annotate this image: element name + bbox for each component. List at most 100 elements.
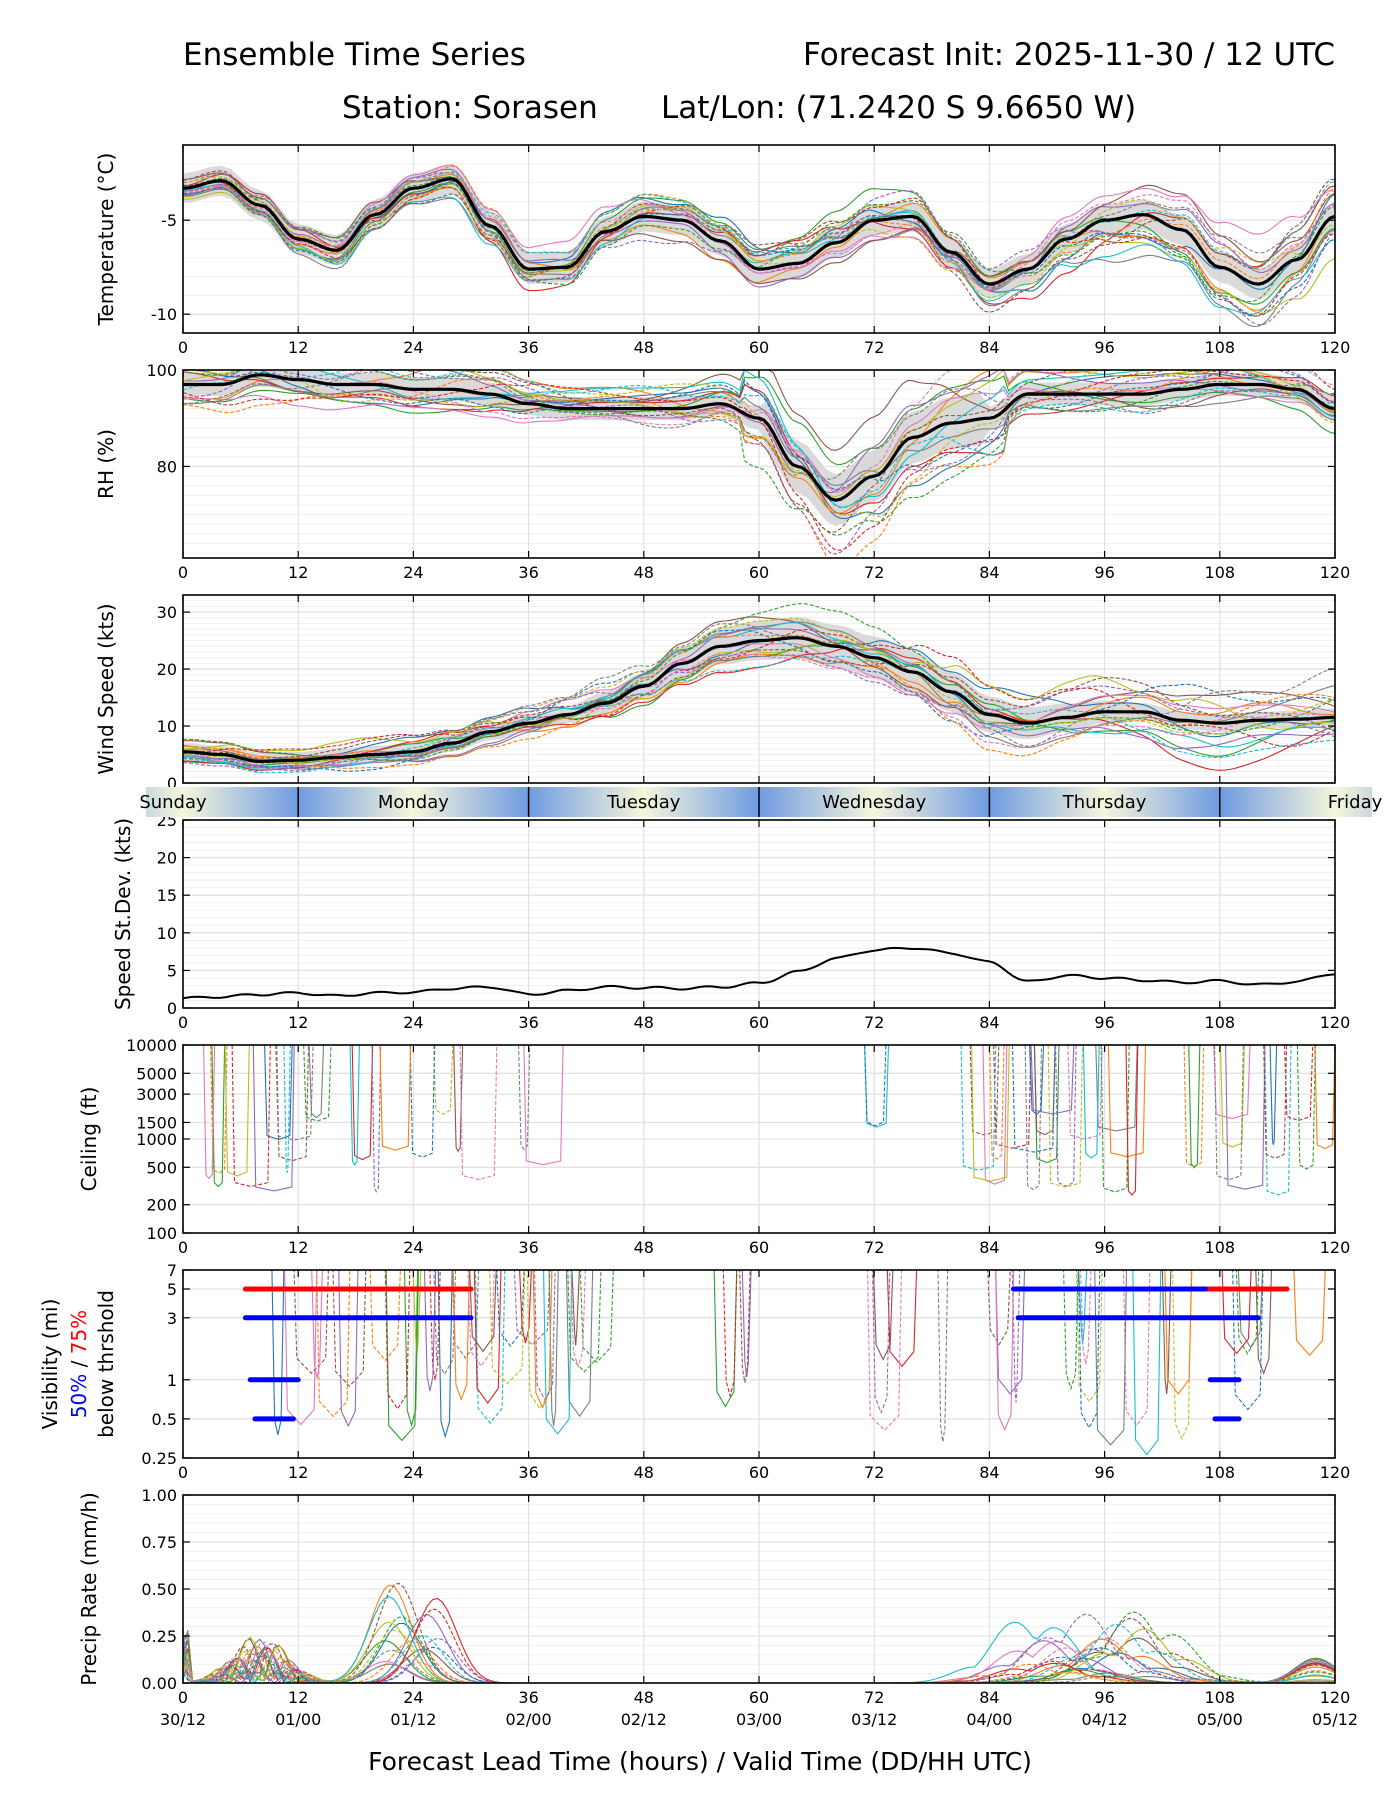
visibility-member-line (548, 1270, 559, 1426)
ensemble-member-line (183, 370, 1335, 520)
visibility-member-line (866, 1270, 903, 1432)
x-tick-label: 12 (288, 1238, 308, 1257)
x-tick-label: 72 (864, 1688, 884, 1707)
x-tick-label: 0 (178, 338, 188, 357)
ensemble-member-line (183, 371, 1335, 480)
x-tick-label: 72 (864, 338, 884, 357)
x-tick-label: 108 (1205, 338, 1236, 357)
precip-member-line (183, 1622, 1335, 1683)
x-tick-label: 24 (403, 1238, 423, 1257)
y-tick-label: 20 (157, 660, 177, 679)
visibility-member-line (1011, 1270, 1021, 1403)
visibility-member-line (526, 1270, 553, 1410)
day-label: Tuesday (606, 792, 681, 813)
ceiling-member-line (371, 1045, 382, 1193)
x-tick-label: 84 (979, 1013, 999, 1032)
day-cell (989, 787, 1220, 817)
x-tick-label: 48 (634, 1688, 654, 1707)
x-tick-label: 60 (749, 1688, 769, 1707)
x-tick-label: 0 (178, 1238, 188, 1257)
visibility-member-line (1237, 1270, 1264, 1349)
ceiling-member-line (283, 1045, 291, 1173)
precip-member-line (183, 1584, 1335, 1683)
ceiling-member-line (1264, 1045, 1292, 1196)
series-group (242, 1270, 1326, 1456)
panel-temperature: -5 -100 12 24 36 48 60 72 84 96 108 120 Temperature … (94, 144, 1350, 357)
pct-75-label: 75% (67, 1310, 91, 1354)
ceiling-member-line (864, 1045, 890, 1128)
x-tick-label: 12 (288, 338, 308, 357)
panel-precip: 1.00 0.75 0.50 0.25 0.000 30/12 12 01/00 24 01/12… (77, 1486, 1358, 1729)
y-tick-label: 1 (167, 1371, 177, 1390)
y-tick-label: 10 (157, 717, 177, 736)
y-tick-label: 200 (146, 1196, 177, 1215)
visibility-member-line (271, 1270, 285, 1435)
valid-time-label: 30/12 (160, 1710, 206, 1729)
ceiling-member-line (1055, 1045, 1077, 1187)
y-tick-label: -10 (151, 305, 177, 324)
visibility-member-line (284, 1270, 318, 1426)
ensemble-member-line (183, 384, 1335, 487)
visibility-member-line (1132, 1270, 1162, 1456)
precip-member-line (183, 1621, 1335, 1683)
x-tick-label: 12 (288, 563, 308, 582)
ensemble-mean-line (183, 636, 1335, 764)
visibility-member-line (293, 1270, 329, 1374)
precip-member-line (183, 1582, 1335, 1683)
x-tick-label: 60 (749, 1463, 769, 1482)
y-tick-label: 0.50 (141, 1580, 177, 1599)
x-tick-label: 96 (1094, 1238, 1114, 1257)
y-axis-label-secondary: below thrshold (94, 1290, 118, 1438)
ensemble-member-line (183, 370, 1335, 509)
ensemble-member-line (183, 654, 1335, 772)
ceiling-member-line (1082, 1045, 1100, 1159)
visibility-member-line (872, 1270, 894, 1361)
series-group (183, 163, 1335, 328)
panel-rh: 100 80 0 12 24 36 48 60 72 84 96 108 120 RH (%) (94, 361, 1350, 582)
visibility-member-line (987, 1270, 1011, 1346)
y-axis-label: Visibility (mi) (38, 1299, 62, 1430)
x-tick-label: 36 (518, 338, 538, 357)
visibility-member-line (937, 1270, 949, 1442)
x-tick-label: 36 (518, 1238, 538, 1257)
ensemble-member-line (183, 370, 1335, 493)
x-tick-label: 12 (288, 1688, 308, 1707)
y-tick-label: 0.25 (141, 1449, 177, 1468)
y-tick-label: 0.25 (141, 1627, 177, 1646)
x-tick-label: 108 (1205, 563, 1236, 582)
y-axis-label: Wind Speed (kts) (94, 603, 118, 774)
pct-separator: / (67, 1354, 91, 1373)
visibility-member-line (1063, 1270, 1079, 1391)
x-tick-label: 84 (979, 1238, 999, 1257)
x-tick-label: 120 (1320, 1688, 1351, 1707)
day-label: Sunday (139, 792, 207, 813)
visibility-member-line (1164, 1270, 1193, 1396)
ceiling-member-line (1024, 1045, 1043, 1191)
x-tick-label: 60 (749, 1238, 769, 1257)
ensemble-member-line (183, 171, 1335, 290)
visibility-member-line (429, 1270, 441, 1381)
x-tick-label: 72 (864, 563, 884, 582)
y-tick-label: 80 (157, 457, 177, 476)
x-tick-label: 36 (518, 563, 538, 582)
x-tick-label: 36 (518, 1688, 538, 1707)
valid-time-label: 04/00 (966, 1710, 1012, 1729)
ensemble-member-line (183, 371, 1335, 515)
visibility-member-line (722, 1270, 738, 1398)
visibility-member-line (384, 1270, 411, 1410)
ensemble-member-line (183, 182, 1335, 317)
ceiling-member-line (1269, 1045, 1278, 1145)
x-tick-label: 84 (979, 1688, 999, 1707)
y-tick-label: 10000 (126, 1036, 177, 1055)
visibility-member-line (995, 1270, 1026, 1395)
y-tick-label: 15 (157, 886, 177, 905)
ensemble-mean-line (183, 373, 1335, 502)
valid-time-label: 01/12 (390, 1710, 436, 1729)
visibility-member-line (579, 1270, 614, 1364)
day-label: Wednesday (822, 792, 927, 813)
x-tick-label: 24 (403, 1463, 423, 1482)
ceiling-member-line (1314, 1045, 1335, 1150)
x-tick-label: 0 (178, 1013, 188, 1032)
ensemble-member-line (183, 170, 1335, 313)
